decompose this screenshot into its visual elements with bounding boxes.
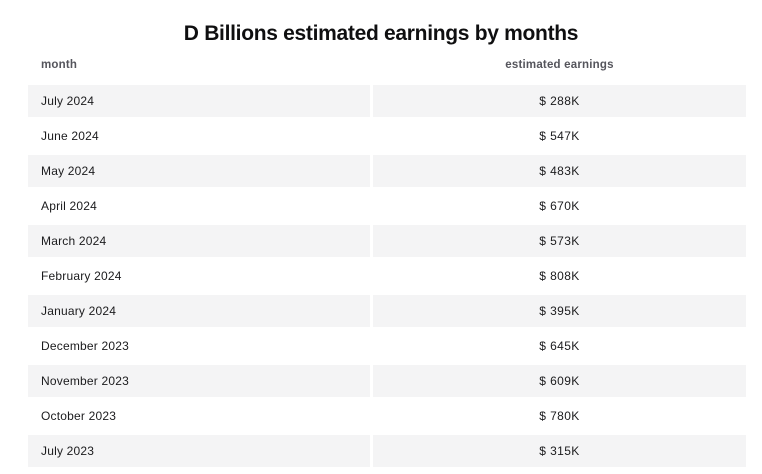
month-cell: March 2024 <box>28 225 370 257</box>
earnings-cell: $ 780K <box>373 400 746 432</box>
earnings-cell: $ 670K <box>373 190 746 222</box>
earnings-cell: $ 808K <box>373 260 746 292</box>
table-row: December 2023 $ 645K <box>28 330 746 362</box>
earnings-cell: $ 395K <box>373 295 746 327</box>
month-cell: November 2023 <box>28 365 370 397</box>
header-row: month estimated earnings <box>28 58 746 82</box>
column-header-estimated-earnings: estimated earnings <box>505 59 614 71</box>
earnings-cell: $ 315K <box>373 435 746 467</box>
month-cell: July 2024 <box>28 85 370 117</box>
table-row: October 2023 $ 780K <box>28 400 746 432</box>
earnings-table: month estimated earnings July 2024 $ 288… <box>25 55 749 470</box>
month-cell: July 2023 <box>28 435 370 467</box>
month-cell: January 2024 <box>28 295 370 327</box>
table-body: July 2024 $ 288K June 2024 $ 547K May 20… <box>28 85 746 467</box>
table-row: November 2023 $ 609K <box>28 365 746 397</box>
table-row: February 2024 $ 808K <box>28 260 746 292</box>
month-cell: April 2024 <box>28 190 370 222</box>
month-cell: February 2024 <box>28 260 370 292</box>
table-row: March 2024 $ 573K <box>28 225 746 257</box>
earnings-cell: $ 609K <box>373 365 746 397</box>
earnings-cell: $ 547K <box>373 120 746 152</box>
table-row: April 2024 $ 670K <box>28 190 746 222</box>
month-cell: June 2024 <box>28 120 370 152</box>
earnings-cell: $ 288K <box>373 85 746 117</box>
table-row: June 2024 $ 547K <box>28 120 746 152</box>
month-cell: May 2024 <box>28 155 370 187</box>
table-row: July 2023 $ 315K <box>28 435 746 467</box>
table-row: July 2024 $ 288K <box>28 85 746 117</box>
earnings-cell: $ 483K <box>373 155 746 187</box>
column-header-month: month <box>41 59 78 71</box>
month-cell: December 2023 <box>28 330 370 362</box>
table-row: January 2024 $ 395K <box>28 295 746 327</box>
table-header: month estimated earnings <box>28 58 746 82</box>
page-title: D Billions estimated earnings by months <box>183 22 579 45</box>
table-row: May 2024 $ 483K <box>28 155 746 187</box>
month-cell: October 2023 <box>28 400 370 432</box>
earnings-cell: $ 573K <box>373 225 746 257</box>
earnings-cell: $ 645K <box>373 330 746 362</box>
